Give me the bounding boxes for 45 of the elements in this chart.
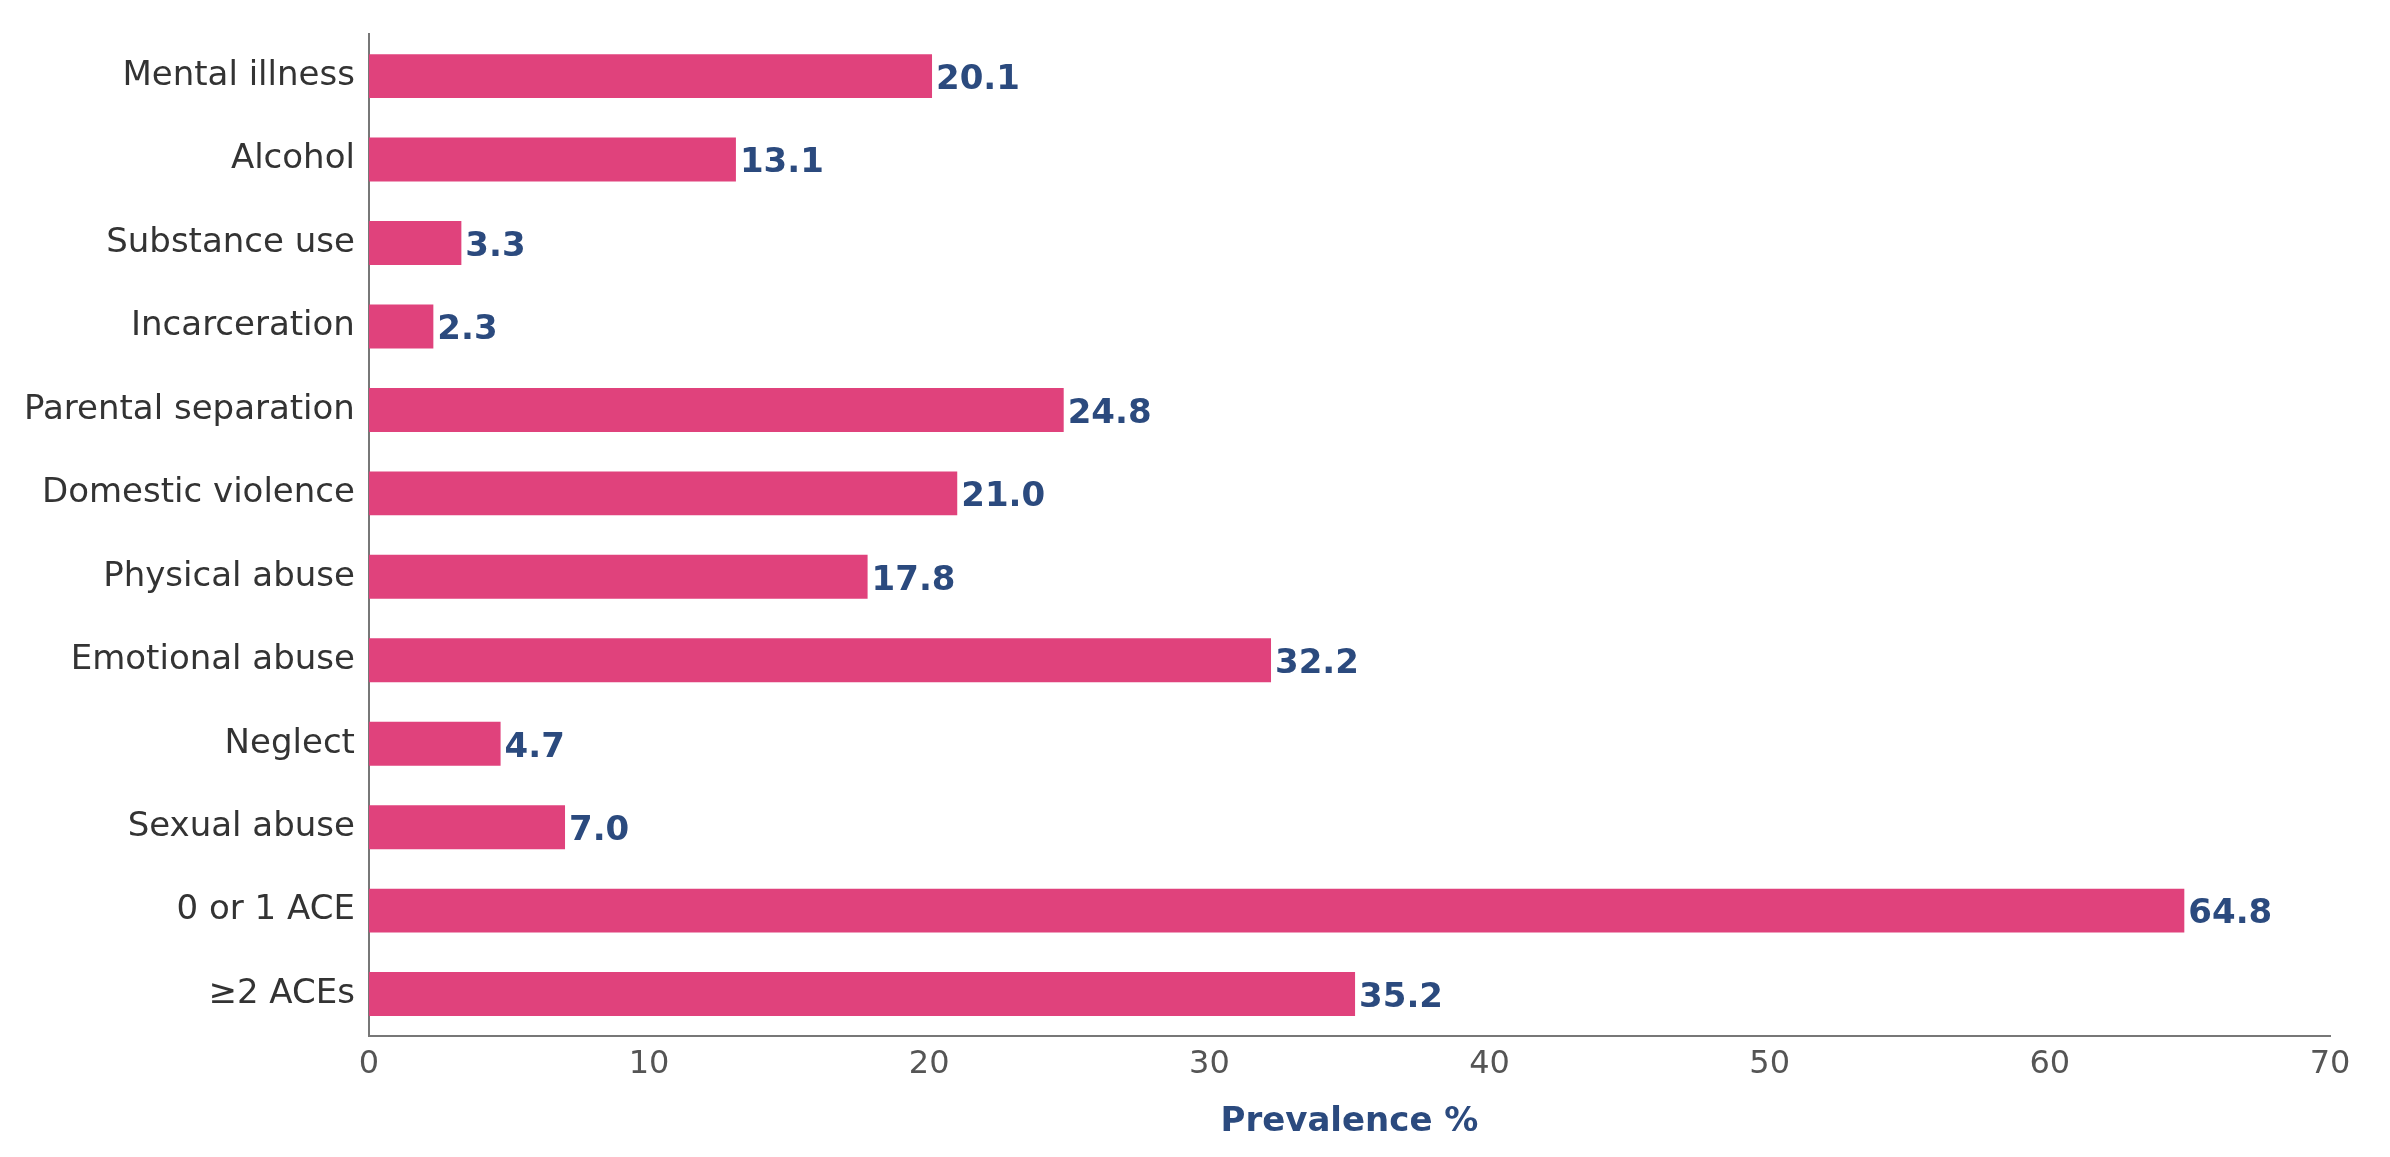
x-tick-label: 20 [908, 1043, 950, 1082]
bar [368, 888, 2185, 933]
y-tick-label: ≥2 ACEs [208, 970, 355, 1011]
bar [368, 221, 462, 266]
bar [368, 972, 1356, 1017]
y-tick-label: Incarceration [131, 303, 355, 344]
x-tick-label: 70 [2309, 1043, 2351, 1082]
y-tick-label: Physical abuse [103, 553, 355, 594]
bar [368, 137, 736, 182]
x-axis-title: Prevalence % [1220, 1099, 1479, 1140]
bar [368, 721, 501, 766]
data-label: 24.8 [1067, 390, 1152, 431]
data-label: 17.8 [871, 557, 956, 598]
x-tick-label: 0 [358, 1043, 380, 1082]
x-tick-label: 30 [1189, 1043, 1230, 1082]
y-tick-label: Neglect [224, 720, 355, 761]
data-label: 35.2 [1359, 974, 1443, 1015]
bar [368, 54, 933, 99]
data-label: 21.0 [961, 474, 1046, 515]
data-label: 32.2 [1275, 641, 1359, 682]
x-tick-label: 10 [628, 1043, 670, 1082]
data-label: 3.3 [465, 223, 526, 264]
bar [368, 471, 958, 516]
y-tick-label: Domestic violence [42, 470, 355, 511]
bar [368, 805, 566, 850]
y-tick-label: Parental separation [24, 386, 355, 427]
data-label: 4.7 [504, 724, 565, 765]
bar [368, 638, 1272, 683]
bar [368, 554, 868, 599]
data-label: 2.3 [437, 307, 498, 348]
bar [368, 304, 434, 349]
y-tick-label: 0 or 1 ACE [176, 887, 355, 928]
data-label: 64.8 [2188, 891, 2273, 932]
y-tick-label: Mental illness [122, 52, 355, 93]
x-tick-label: 50 [1749, 1043, 1791, 1082]
y-tick-label: Emotional abuse [70, 637, 355, 678]
data-label: 20.1 [936, 56, 1020, 97]
bar [368, 387, 1064, 432]
y-tick-label: Substance use [106, 219, 355, 260]
data-label: 13.1 [739, 140, 824, 181]
data-label: 7.0 [569, 808, 630, 848]
y-tick-label: Alcohol [230, 136, 355, 177]
x-tick-label: 40 [1469, 1043, 1510, 1082]
y-tick-label: Sexual abuse [127, 804, 355, 844]
x-tick-label: 60 [2029, 1043, 2071, 1082]
